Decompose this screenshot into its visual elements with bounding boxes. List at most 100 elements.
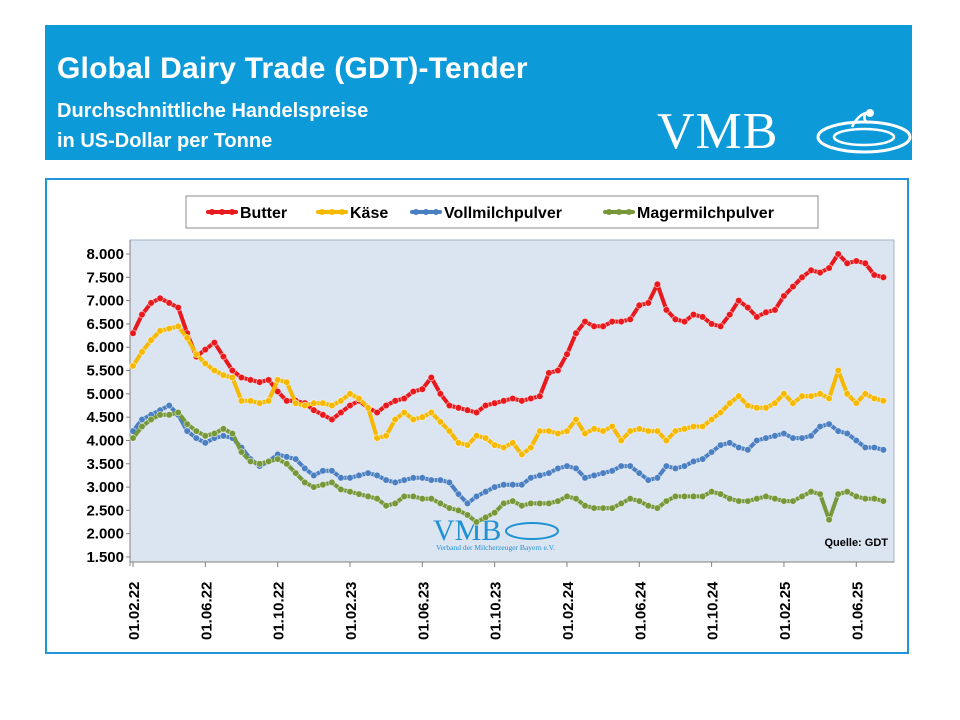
data-point-vollmilchpulver	[138, 415, 146, 424]
data-point-kaese	[518, 450, 526, 459]
data-point-butter	[653, 280, 662, 288]
data-point-magermilchpulver	[762, 492, 770, 501]
data-point-butter	[445, 401, 454, 410]
data-point-magermilchpulver	[337, 485, 345, 494]
data-point-kaese	[481, 434, 490, 442]
data-point-kaese	[310, 399, 318, 407]
y-tick-label: 3.500	[86, 456, 124, 473]
data-point-kaese	[418, 413, 426, 421]
data-point-butter	[509, 394, 517, 403]
data-point-magermilchpulver	[156, 411, 164, 419]
data-point-butter	[228, 366, 237, 375]
legend-label-vollmilchpulver: Vollmilchpulver	[444, 205, 562, 222]
watermark-emblem-icon	[505, 522, 559, 540]
data-point-magermilchpulver	[219, 425, 228, 433]
data-point-vollmilchpulver	[436, 476, 445, 484]
data-point-kaese	[680, 425, 689, 433]
data-point-magermilchpulver	[328, 478, 336, 487]
data-point-butter	[219, 352, 228, 361]
data-point-magermilchpulver	[536, 499, 544, 508]
data-point-vollmilchpulver	[617, 462, 625, 470]
data-point-magermilchpulver	[590, 504, 598, 512]
legend-marker-butter	[229, 209, 235, 215]
data-point-kaese	[635, 425, 643, 433]
data-point-kaese	[545, 427, 553, 435]
data-point-butter	[373, 408, 381, 417]
data-point-vollmilchpulver	[680, 462, 689, 470]
data-point-kaese	[536, 427, 544, 435]
source-label: Quelle: GDT	[824, 537, 888, 549]
series-kaese	[129, 322, 888, 459]
data-point-kaese	[472, 432, 481, 440]
data-point-magermilchpulver	[608, 504, 616, 512]
watermark-logo-text: VMB	[433, 514, 501, 547]
data-point-magermilchpulver	[635, 497, 643, 505]
data-point-kaese	[726, 399, 734, 407]
data-point-magermilchpulver	[816, 490, 824, 498]
data-point-vollmilchpulver	[590, 471, 598, 480]
y-tick-label: 6.500	[86, 316, 124, 333]
data-point-vollmilchpulver	[219, 432, 228, 440]
data-point-butter	[147, 299, 155, 307]
data-point-butter	[463, 406, 472, 414]
data-point-kaese	[274, 376, 282, 384]
data-point-vollmilchpulver	[635, 469, 643, 477]
data-point-kaese	[156, 327, 164, 335]
data-point-vollmilchpulver	[644, 476, 652, 484]
data-point-magermilchpulver	[454, 506, 463, 515]
data-point-butter	[246, 376, 255, 384]
vmb-logo-emblem-icon	[816, 109, 912, 154]
page-title: Global Dairy Trade (GDT)-Tender	[57, 52, 528, 85]
data-point-kaese	[644, 427, 652, 435]
data-point-kaese	[409, 415, 417, 424]
data-point-magermilchpulver	[292, 469, 300, 477]
data-point-kaese	[834, 366, 842, 375]
data-point-magermilchpulver	[509, 497, 517, 505]
data-point-magermilchpulver	[780, 497, 788, 505]
data-point-butter	[861, 259, 869, 267]
data-point-kaese	[554, 429, 562, 438]
data-point-kaese	[373, 434, 381, 442]
data-point-vollmilchpulver	[328, 467, 336, 475]
data-point-magermilchpulver	[518, 502, 526, 510]
vmb-logo: VMB	[657, 103, 912, 160]
data-point-vollmilchpulver	[608, 467, 616, 475]
data-point-kaese	[843, 390, 851, 398]
data-point-vollmilchpulver	[400, 476, 408, 484]
data-point-kaese	[626, 427, 634, 435]
data-point-kaese	[662, 436, 671, 445]
data-point-magermilchpulver	[735, 497, 743, 505]
data-point-kaese	[364, 404, 372, 412]
data-point-kaese	[301, 401, 309, 410]
data-point-vollmilchpulver	[861, 443, 869, 452]
data-point-butter	[870, 271, 878, 279]
data-point-magermilchpulver	[319, 481, 327, 489]
legend-marker-vollmilchpulver	[413, 209, 419, 215]
data-point-butter	[454, 404, 463, 412]
data-point-magermilchpulver	[138, 422, 146, 431]
y-tick-label: 4.000	[86, 432, 124, 449]
data-point-magermilchpulver	[427, 495, 435, 503]
data-point-butter	[680, 317, 689, 326]
legend-label-magermilchpulver: Magermilchpulver	[637, 205, 774, 222]
y-tick-label: 4.500	[86, 409, 124, 426]
data-point-butter	[165, 299, 173, 307]
data-point-magermilchpulver	[445, 504, 454, 512]
data-point-kaese	[237, 397, 246, 405]
data-point-magermilchpulver	[744, 497, 752, 505]
data-point-butter	[753, 313, 761, 321]
data-point-kaese	[255, 399, 264, 407]
data-point-butter	[744, 303, 752, 312]
data-point-kaese	[228, 373, 237, 382]
data-point-magermilchpulver	[463, 511, 472, 519]
data-point-magermilchpulver	[653, 504, 662, 512]
data-point-magermilchpulver	[807, 488, 815, 496]
data-point-butter	[816, 268, 824, 277]
data-point-magermilchpulver	[418, 495, 426, 503]
data-point-vollmilchpulver	[662, 462, 671, 470]
data-point-vollmilchpulver	[879, 446, 888, 454]
data-point-butter	[391, 397, 399, 405]
data-point-kaese	[509, 439, 517, 447]
legend-marker-kaese	[339, 209, 345, 215]
